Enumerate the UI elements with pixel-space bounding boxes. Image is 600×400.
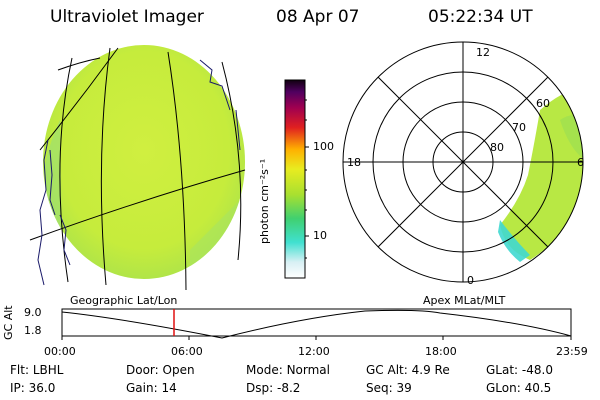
strip-axis-label: GC Alt: [2, 305, 15, 340]
altitude-curve: [61, 309, 572, 339]
strip-x-tick-4: 23:59: [556, 345, 588, 358]
polar-grid: [342, 41, 584, 283]
status-glat: GLat: -48.0: [486, 363, 553, 377]
earth-disk: [43, 45, 245, 279]
polar-label-top: 12: [476, 46, 490, 59]
time-label: 05:22:34 UT: [428, 7, 533, 27]
polar-ring-80: 80: [490, 141, 504, 154]
polar-label-bottom: 0: [467, 274, 474, 287]
strip-y-tick-bottom: 1.8: [24, 324, 42, 337]
date-label: 08 Apr 07: [276, 7, 360, 27]
status-mode: Mode: Normal: [246, 363, 330, 377]
status-gc-alt: GC Alt: 4.9 Re: [366, 363, 450, 377]
lat-lon-grid: [29, 47, 246, 291]
geographic-image: [29, 45, 246, 291]
colorbar-tick-10: 10: [313, 229, 327, 242]
caption-apex: Apex MLat/MLT: [423, 294, 506, 307]
polar-ring-70: 70: [512, 121, 526, 134]
coastlines: [37, 59, 241, 286]
strip-x-tick-0: 00:00: [44, 345, 76, 358]
strip-x-tick-2: 12:00: [298, 345, 330, 358]
polar-label-left: 18: [347, 156, 361, 169]
status-door: Door: Open: [126, 363, 195, 377]
status-gain: Gain: 14: [126, 381, 177, 395]
status-seq: Seq: 39: [366, 381, 412, 395]
caption-geographic: Geographic Lat/Lon: [70, 294, 178, 307]
status-dsp: Dsp: -8.2: [246, 381, 301, 395]
status-ip: IP: 36.0: [10, 381, 56, 395]
polar-ring-60: 60: [536, 97, 550, 110]
strip-x-tick-3: 18:00: [425, 345, 457, 358]
strip-x-ticks: [61, 336, 572, 340]
instrument-title: Ultraviolet Imager: [50, 7, 204, 27]
altitude-strip: [61, 308, 572, 340]
colorbar-ticks: [305, 99, 309, 259]
status-flt: Flt: LBHL: [10, 363, 64, 377]
colorbar: [284, 79, 309, 279]
colorbar-unit-label: photon cm⁻²s⁻¹: [258, 158, 271, 244]
colorbar-tick-100: 100: [313, 140, 334, 153]
auroral-oval-fill: [500, 90, 583, 260]
strip-x-tick-1: 06:00: [171, 345, 203, 358]
strip-y-tick-top: 9.0: [24, 306, 42, 319]
polar-label-right: 6: [577, 156, 584, 169]
strip-frame: [61, 308, 572, 337]
colorbar-gradient: [284, 79, 306, 279]
status-glon: GLon: 40.5: [486, 381, 552, 395]
polar-plot: [342, 41, 584, 283]
